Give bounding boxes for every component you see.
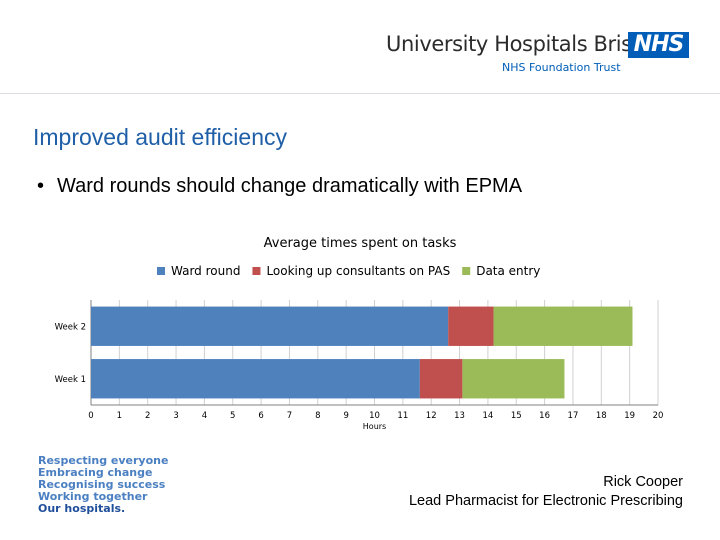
x-tick-label: 1: [117, 411, 122, 421]
organisation-subtitle: NHS Foundation Trust: [502, 61, 621, 74]
x-tick-label: 19: [624, 411, 635, 421]
legend-label: Ward round: [171, 264, 240, 278]
slide-title: Improved audit efficiency: [33, 124, 287, 150]
x-tick-label: 3: [173, 411, 178, 421]
bar-segment: [493, 306, 633, 346]
bar-segment: [91, 359, 420, 399]
trust-value: Embracing change: [38, 466, 153, 479]
x-tick-label: 10: [369, 411, 380, 421]
y-category-label: Week 2: [55, 322, 86, 332]
x-tick-label: 17: [568, 411, 579, 421]
legend-swatch: [462, 267, 471, 275]
trust-value: Our hospitals.: [38, 502, 126, 515]
y-category-label: Week 1: [55, 375, 86, 385]
x-tick-label: 15: [511, 411, 522, 421]
x-tick-label: 13: [454, 411, 465, 421]
x-tick-label: 16: [539, 411, 550, 421]
stacked-bar-chart: Average times spent on tasks Ward round Lo…: [55, 236, 664, 431]
bullet-text: Ward rounds should change dramatically w…: [57, 175, 523, 197]
bullet-dot-icon: •: [37, 175, 45, 197]
legend-label: Looking up consultants on PAS: [266, 264, 450, 278]
trust-value: Respecting everyone: [38, 454, 169, 467]
x-tick-label: 14: [482, 411, 493, 421]
x-tick-label: 6: [258, 411, 263, 421]
x-tick-label: 12: [426, 411, 437, 421]
x-tick-label: 18: [596, 411, 607, 421]
presenter-block: Rick Cooper Lead Pharmacist for Electron…: [409, 473, 683, 511]
trust-value: Working together: [38, 490, 148, 503]
x-tick-label: 2: [145, 411, 150, 421]
header-band: [0, 0, 720, 94]
x-axis-label: Hours: [363, 422, 386, 431]
legend-label: Data entry: [476, 264, 540, 278]
bar-segment: [419, 359, 463, 399]
x-tick-label: 8: [315, 411, 320, 421]
trust-value: Recognising success: [38, 478, 166, 491]
bar-segment: [448, 306, 494, 346]
trust-values: Respecting everyone Embracing change Rec…: [38, 455, 168, 515]
x-tick-label: 9: [343, 411, 348, 421]
x-tick-label: 11: [397, 411, 408, 421]
x-tick-label: 20: [653, 411, 664, 421]
legend-swatch: [252, 267, 261, 275]
bullet-point: • Ward rounds should change dramatically …: [37, 175, 522, 198]
x-tick-label: 4: [202, 411, 207, 421]
bar-segment: [91, 306, 449, 346]
chart-title: Average times spent on tasks: [264, 236, 457, 251]
x-tick-label: 5: [230, 411, 235, 421]
x-tick-label: 0: [88, 411, 93, 421]
presenter-role: Lead Pharmacist for Electronic Prescribi…: [408, 493, 683, 509]
legend-swatch: [157, 267, 165, 275]
x-tick-label: 7: [287, 411, 292, 421]
organisation-name: University Hospitals Bristol: [386, 32, 658, 56]
presenter-name: Rick Cooper: [603, 474, 683, 490]
bar-segment: [462, 359, 565, 399]
nhs-logo: NHS: [628, 32, 689, 58]
